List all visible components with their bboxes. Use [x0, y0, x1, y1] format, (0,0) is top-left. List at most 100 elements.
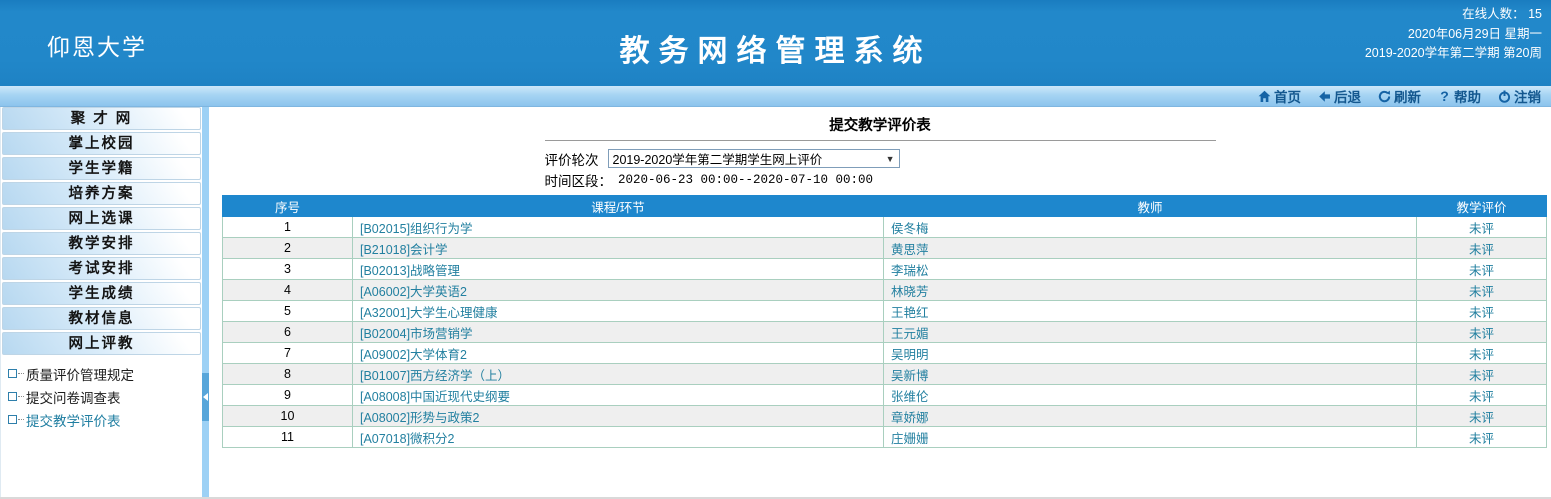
- course-cell[interactable]: [A08002]形势与政策2: [352, 405, 884, 427]
- collapse-arrow-icon: [203, 393, 208, 401]
- sidebar-submenu-item[interactable]: 提交问卷调查表: [8, 385, 202, 408]
- system-title: 教务网络管理系统: [619, 35, 932, 68]
- eval-status-cell[interactable]: 未评: [1416, 237, 1547, 259]
- row-number-cell: 8: [222, 363, 353, 385]
- evaluation-round-select[interactable]: 2019-2020学年第二学期学生网上评价 ▼: [607, 149, 900, 168]
- period-value: 2020-06-23 00:00--2020-07-10 00:00: [618, 172, 874, 187]
- tree-node-icon: [8, 392, 17, 401]
- sidebar-menu-item[interactable]: 教学安排: [2, 232, 201, 255]
- teacher-cell: 李瑞松: [883, 258, 1417, 280]
- sidebar-collapse-handle[interactable]: [202, 373, 209, 421]
- course-cell[interactable]: [A32001]大学生心理健康: [352, 300, 884, 322]
- tree-node-icon: [8, 369, 17, 378]
- eval-status-cell[interactable]: 未评: [1416, 426, 1547, 448]
- back-icon: [1318, 90, 1331, 103]
- sidebar-submenu: 质量评价管理规定 提交问卷调查表 提交教学评价表: [1, 357, 202, 431]
- help-button[interactable]: ? 帮助: [1438, 86, 1481, 106]
- help-label: 帮助: [1454, 90, 1481, 105]
- table-header-row: 序号 课程/环节 教师 教学评价: [222, 195, 1547, 217]
- refresh-button[interactable]: 刷新: [1378, 86, 1421, 106]
- tree-connector: [18, 419, 24, 420]
- course-cell[interactable]: [A08008]中国近现代史纲要: [352, 384, 884, 406]
- eval-status-cell[interactable]: 未评: [1416, 258, 1547, 280]
- refresh-icon: [1378, 90, 1391, 103]
- row-number-cell: 3: [222, 258, 353, 280]
- row-number-cell: 5: [222, 300, 353, 322]
- teacher-cell: 章娇娜: [883, 405, 1417, 427]
- col-header-teacher: 教师: [883, 195, 1417, 217]
- course-cell[interactable]: [A07018]微积分2: [352, 426, 884, 448]
- course-cell[interactable]: [B21018]会计学: [352, 237, 884, 259]
- teacher-cell: 张维伦: [883, 384, 1417, 406]
- sidebar-menu-item[interactable]: 培养方案: [2, 182, 201, 205]
- current-term-week: 2019-2020学年第二学期 第20周: [1364, 46, 1542, 60]
- eval-status-cell[interactable]: 未评: [1416, 279, 1547, 301]
- logout-button[interactable]: 注销: [1498, 86, 1541, 106]
- home-icon: [1258, 90, 1271, 103]
- sidebar-menu-item[interactable]: 掌上校园: [2, 132, 201, 155]
- chevron-down-icon: ▼: [885, 153, 895, 164]
- sidebar-menu-item[interactable]: 考试安排: [2, 257, 201, 280]
- table-row: 10 [A08002]形势与政策2 章娇娜 未评: [222, 405, 1547, 427]
- eval-status-cell[interactable]: 未评: [1416, 342, 1547, 364]
- row-number-cell: 10: [222, 405, 353, 427]
- course-cell[interactable]: [A06002]大学英语2: [352, 279, 884, 301]
- sidebar-menu-item[interactable]: 学生学籍: [2, 157, 201, 180]
- eval-status-cell[interactable]: 未评: [1416, 216, 1547, 238]
- tree-node-icon: [8, 415, 17, 424]
- sidebar-menu-item[interactable]: 网上评教: [2, 332, 201, 355]
- sidebar-menu-item[interactable]: 聚 才 网: [2, 107, 201, 130]
- sidebar-submenu-item[interactable]: 质量评价管理规定: [8, 362, 202, 385]
- sidebar-submenu-item[interactable]: 提交教学评价表: [8, 408, 202, 431]
- table-row: 2 [B21018]会计学 黄思萍 未评: [222, 237, 1547, 259]
- header: 仰恩大学 教务网络管理系统 在线人数： 15 2020年06月29日 星期一 2…: [0, 0, 1551, 86]
- home-button[interactable]: 首页: [1258, 86, 1301, 106]
- tree-connector: [18, 373, 24, 374]
- eval-status-cell[interactable]: 未评: [1416, 363, 1547, 385]
- back-button[interactable]: 后退: [1318, 86, 1361, 106]
- submenu-label: 质量评价管理规定: [26, 367, 134, 383]
- course-cell[interactable]: [B01007]西方经济学（上）: [352, 363, 884, 385]
- teacher-cell: 侯冬梅: [883, 216, 1417, 238]
- course-cell[interactable]: [A09002]大学体育2: [352, 342, 884, 364]
- submenu-label: 提交问卷调查表: [26, 390, 121, 406]
- table-row: 7 [A09002]大学体育2 吴明明 未评: [222, 342, 1547, 364]
- period-label: 时间区段：: [544, 173, 613, 189]
- university-name: 仰恩大学: [47, 34, 147, 60]
- eval-status-cell[interactable]: 未评: [1416, 405, 1547, 427]
- col-header-eval: 教学评价: [1416, 195, 1547, 217]
- sidebar-menu-item[interactable]: 学生成绩: [2, 282, 201, 305]
- course-cell[interactable]: [B02013]战略管理: [352, 258, 884, 280]
- sidebar-menu: 聚 才 网掌上校园 学生学籍 培养方案 网上选课 教学安排 考试安排 学生成绩 教材信息 网上评…: [1, 107, 202, 355]
- teacher-cell: 庄姗姗: [883, 426, 1417, 448]
- eval-status-cell[interactable]: 未评: [1416, 321, 1547, 343]
- col-header-no: 序号: [222, 195, 353, 217]
- course-cell[interactable]: [B02004]市场营销学: [352, 321, 884, 343]
- row-number-cell: 4: [222, 279, 353, 301]
- current-date: 2020年06月29日 星期一: [1407, 26, 1542, 41]
- round-label: 评价轮次: [544, 152, 599, 168]
- eval-status-cell[interactable]: 未评: [1416, 300, 1547, 322]
- eval-status-cell[interactable]: 未评: [1416, 384, 1547, 406]
- table-row: 8 [B01007]西方经济学（上） 吴新博 未评: [222, 363, 1547, 385]
- title-divider: [544, 140, 1216, 141]
- row-number-cell: 11: [222, 426, 353, 448]
- course-cell[interactable]: [B02015]组织行为学: [352, 216, 884, 238]
- table-row: 1 [B02015]组织行为学 侯冬梅 未评: [222, 216, 1547, 238]
- row-number-cell: 7: [222, 342, 353, 364]
- table-row: 3 [B02013]战略管理 李瑞松 未评: [222, 258, 1547, 280]
- sidebar-menu-item[interactable]: 网上选课: [2, 207, 201, 230]
- teacher-cell: 黄思萍: [883, 237, 1417, 259]
- submenu-label: 提交教学评价表: [26, 413, 121, 429]
- sidebar-divider: [202, 107, 209, 497]
- tree-connector: [18, 396, 24, 397]
- row-number-cell: 6: [222, 321, 353, 343]
- table-row: 11 [A07018]微积分2 庄姗姗 未评: [222, 426, 1547, 448]
- online-count: 在线人数： 15: [1462, 7, 1542, 21]
- row-number-cell: 1: [222, 216, 353, 238]
- header-info: 在线人数： 15 2020年06月29日 星期一 2019-2020学年第二学期…: [1365, 5, 1542, 64]
- sidebar-menu-item[interactable]: 教材信息: [2, 307, 201, 330]
- row-number-cell: 9: [222, 384, 353, 406]
- table-row: 4 [A06002]大学英语2 林晓芳 未评: [222, 279, 1547, 301]
